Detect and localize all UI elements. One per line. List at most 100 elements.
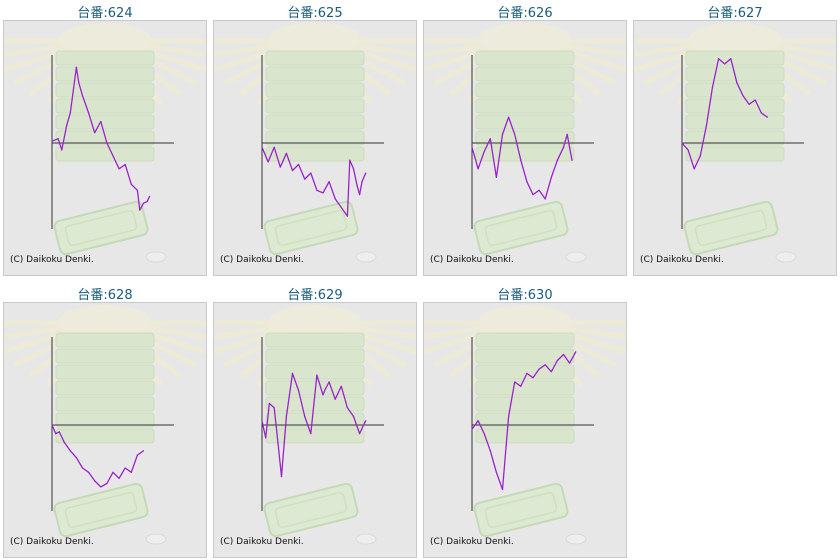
data-point — [346, 407, 348, 409]
data-point — [149, 195, 151, 197]
copyright-text: (C) Daikoku Denki. — [430, 537, 514, 547]
slump-graph — [4, 305, 206, 545]
machine-illustration-background — [634, 23, 836, 263]
data-point — [261, 420, 263, 422]
data-point — [724, 63, 726, 65]
graph-frame: (C) Daikoku Denki. — [3, 302, 207, 558]
data-point — [328, 181, 330, 183]
copyright-text: (C) Daikoku Denki. — [10, 255, 94, 265]
data-point — [273, 146, 275, 148]
data-point — [550, 176, 552, 178]
data-point — [340, 206, 342, 209]
data-point — [550, 371, 552, 373]
data-point — [265, 437, 267, 439]
data-point — [748, 103, 750, 105]
data-point — [681, 142, 683, 144]
data-point — [136, 189, 138, 191]
data-point — [532, 377, 534, 379]
copyright-text: (C) Daikoku Denki. — [220, 537, 304, 547]
data-point — [352, 415, 355, 417]
data-point — [81, 95, 84, 97]
copyright-text: (C) Daikoku Denki. — [640, 255, 724, 265]
data-point — [718, 58, 720, 60]
data-point — [324, 388, 327, 390]
data-point — [359, 194, 361, 196]
data-point — [556, 359, 558, 362]
data-point — [66, 125, 68, 127]
machine-number-link[interactable]: 台番:625 — [287, 6, 343, 21]
data-point — [526, 181, 528, 183]
machine-illustration-background — [424, 305, 626, 545]
data-point — [298, 390, 300, 392]
data-point — [520, 385, 522, 387]
data-point — [483, 433, 485, 435]
data-point — [334, 398, 336, 400]
machine-illustration-background — [4, 305, 206, 545]
data-point — [291, 169, 294, 172]
data-point — [285, 415, 287, 417]
machine-number-link[interactable]: 台番:624 — [77, 6, 133, 21]
data-point — [501, 488, 504, 491]
slump-graph — [214, 23, 416, 263]
machine-illustration-background — [424, 23, 626, 263]
data-point — [146, 200, 148, 203]
data-point — [136, 454, 138, 456]
machine-number-link[interactable]: 台番:629 — [287, 288, 343, 303]
data-point — [322, 192, 324, 194]
data-point — [699, 155, 701, 157]
machine-number-link[interactable]: 台番:630 — [497, 288, 553, 303]
slump-line — [471, 351, 577, 491]
machine-number-link[interactable]: 台番:627 — [707, 6, 763, 21]
data-point — [94, 480, 96, 482]
data-point — [514, 381, 516, 383]
data-point — [365, 420, 367, 422]
data-point — [730, 58, 732, 60]
copyright-text: (C) Daikoku Denki. — [10, 537, 94, 547]
data-point — [508, 415, 510, 417]
data-point — [280, 476, 283, 478]
slump-graph — [424, 23, 626, 263]
data-point — [562, 146, 565, 148]
data-point — [711, 86, 714, 88]
slump-graph — [634, 23, 836, 263]
data-point — [142, 202, 145, 204]
data-point — [532, 194, 534, 196]
data-point — [566, 133, 568, 135]
machine-card: 台番:627 (C) Daikoku Denki. — [633, 0, 837, 276]
slump-graph — [214, 305, 416, 545]
data-point — [489, 138, 491, 140]
data-point — [51, 424, 53, 426]
data-point — [310, 172, 312, 174]
data-point — [571, 159, 573, 161]
data-point — [88, 112, 90, 114]
data-point — [328, 381, 330, 383]
graph-frame: (C) Daikoku Denki. — [213, 302, 417, 558]
machine-card: 台番:624 (C) Daikoku Denki. — [3, 0, 207, 276]
copyright-text: (C) Daikoku Denki. — [430, 255, 514, 265]
data-point — [100, 486, 102, 488]
data-point — [304, 178, 306, 180]
machine-number-link[interactable]: 台番:626 — [497, 6, 553, 21]
data-point — [705, 125, 707, 127]
data-point — [526, 372, 528, 374]
data-point — [310, 433, 312, 435]
data-point — [495, 471, 497, 473]
data-point — [501, 133, 504, 135]
data-point — [514, 133, 516, 135]
data-point — [58, 431, 60, 433]
data-point — [51, 140, 53, 142]
slump-graph — [4, 23, 206, 263]
data-point — [520, 159, 522, 161]
data-point — [766, 116, 768, 118]
data-point — [124, 467, 126, 469]
data-point — [277, 441, 279, 443]
data-point — [477, 168, 479, 170]
machine-illustration-background — [214, 23, 416, 263]
data-point — [316, 189, 318, 191]
machine-number-link[interactable]: 台番:628 — [77, 288, 133, 303]
graph-frame: (C) Daikoku Denki. — [633, 20, 837, 276]
machine-card: 台番:626 (C) Daikoku Denki. — [423, 0, 627, 276]
data-point — [477, 420, 479, 422]
data-point — [112, 155, 114, 157]
data-point — [100, 120, 102, 123]
